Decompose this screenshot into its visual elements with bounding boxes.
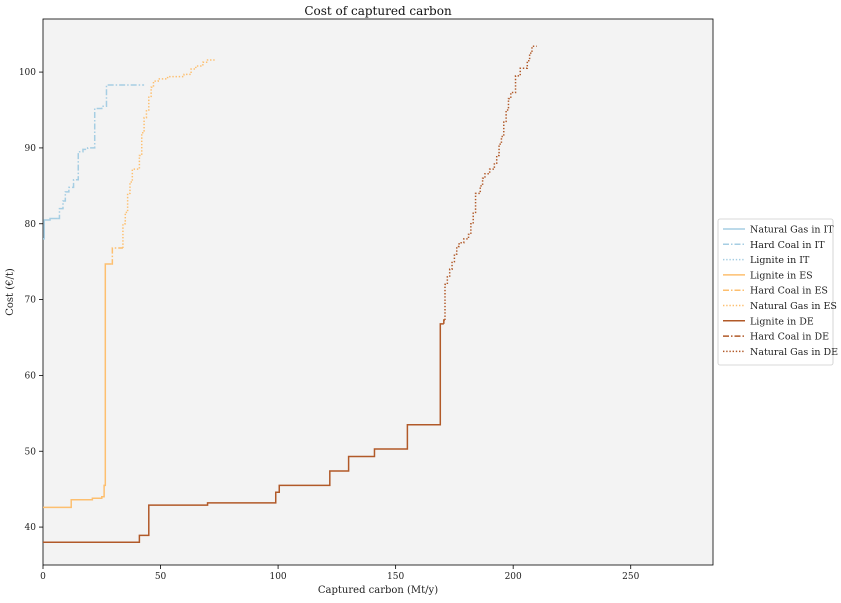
y-tick-label: 100 bbox=[19, 68, 36, 78]
legend-entry-label: Natural Gas in ES bbox=[750, 301, 837, 312]
series-line bbox=[122, 59, 215, 249]
y-axis: 40 50 60 70 80 90 100 bbox=[19, 68, 43, 533]
y-tick-label: 80 bbox=[25, 220, 37, 230]
legend-entry-label: Natural Gas in IT bbox=[750, 225, 834, 236]
y-tick-label: 90 bbox=[25, 144, 37, 154]
legend-entry-label: Lignite in ES bbox=[750, 270, 813, 281]
y-axis-label: Cost (€/t) bbox=[5, 268, 16, 316]
x-tick-label: 50 bbox=[155, 572, 167, 582]
y-tick-label: 50 bbox=[25, 447, 37, 457]
x-axis-label: Captured carbon (Mt/y) bbox=[318, 585, 438, 596]
x-tick-label: 150 bbox=[387, 572, 404, 582]
x-axis: 0 50 100 150 200 250 bbox=[40, 565, 640, 582]
series-line bbox=[444, 45, 537, 321]
legend-entry-label: Hard Coal in ES bbox=[750, 286, 828, 297]
legend-entry-label: Natural Gas in DE bbox=[750, 347, 838, 358]
series-line bbox=[43, 263, 112, 509]
x-tick-label: 250 bbox=[622, 572, 639, 582]
series-line bbox=[57, 84, 145, 220]
plot-area bbox=[42, 18, 714, 566]
x-tick-label: 100 bbox=[269, 572, 286, 582]
legend-frame bbox=[717, 218, 834, 366]
legend-entry-label: Hard Coal in DE bbox=[750, 332, 829, 343]
legend: Natural Gas in IT Hard Coal in IT Lignite … bbox=[717, 218, 838, 366]
series-line bbox=[43, 323, 444, 543]
series-line bbox=[43, 217, 58, 240]
x-tick-label: 200 bbox=[505, 572, 522, 582]
y-tick-label: 70 bbox=[25, 296, 37, 306]
series-line bbox=[111, 247, 123, 265]
series-layer bbox=[43, 45, 537, 543]
legend-entry-label: Lignite in IT bbox=[750, 255, 810, 266]
legend-entry-label: Hard Coal in IT bbox=[750, 240, 825, 251]
x-tick-label: 0 bbox=[40, 572, 46, 582]
legend-entry-label: Lignite in DE bbox=[750, 316, 814, 327]
chart-title: Cost of captured carbon bbox=[304, 4, 452, 18]
y-tick-label: 60 bbox=[25, 371, 37, 381]
y-tick-label: 40 bbox=[25, 523, 37, 533]
